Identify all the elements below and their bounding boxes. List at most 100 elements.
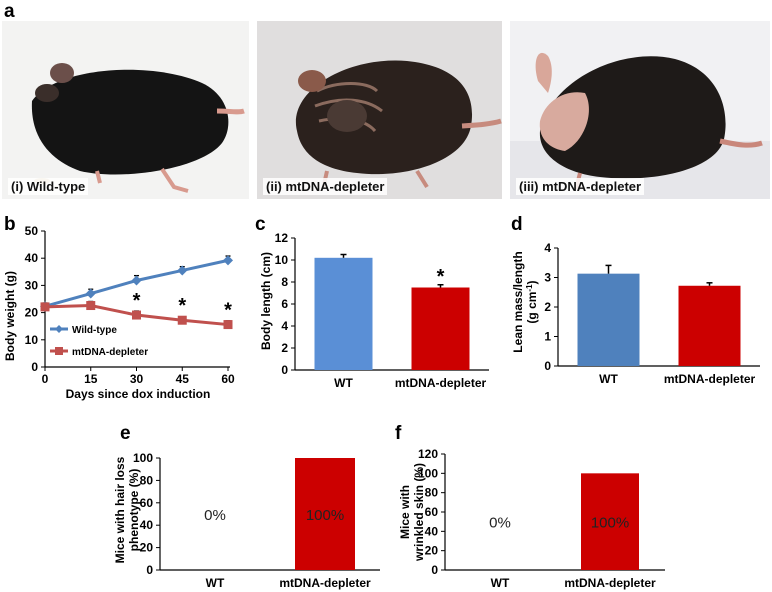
y-tick-label: 120 <box>418 447 438 461</box>
y-axis-label-line1: Lean mass/length <box>511 251 525 352</box>
photo-label: (iii) mtDNA-depleter <box>516 178 645 195</box>
chart-f-svg: Mice with wrinkled skin (%) 0 20 40 60 80 100… <box>398 447 665 590</box>
bar-wt <box>314 257 373 370</box>
x-category-label: WT <box>334 376 353 390</box>
data-point <box>86 301 96 311</box>
panel-letter-f: f <box>395 423 402 444</box>
photo-label: (ii) mtDNA-depleter <box>263 178 388 195</box>
y-tick-label: 40 <box>25 251 39 265</box>
x-tick-label: 15 <box>84 372 98 386</box>
chart-d-svg: Lean mass/length (g cm-1) 0 1 2 3 4 WT mtDNA-d… <box>511 241 760 386</box>
x-category-label: WT <box>599 372 618 386</box>
y-axis-label-line2: phenotype (%) <box>127 469 141 552</box>
data-point <box>223 320 233 330</box>
y-tick-label: 30 <box>25 278 39 292</box>
y-tick-label: 20 <box>425 544 439 558</box>
data-label: 100% <box>591 515 629 532</box>
photo-hair-loss-mouse: (iii) mtDNA-depleter <box>510 21 770 199</box>
y-axis-label-line2: (g cm-1) <box>525 280 539 323</box>
y-tick-label: 1 <box>544 330 551 344</box>
data-point <box>132 310 141 320</box>
panel-letter-c: c <box>255 214 266 235</box>
legend-label-mtdna-depleter: mtDNA-depleter <box>72 347 148 358</box>
y-tick-label: 0 <box>281 363 288 377</box>
y-tick-label: 10 <box>275 253 289 267</box>
y-tick-label: 60 <box>425 505 439 519</box>
x-category-label: mtDNA-depleter <box>564 576 656 590</box>
data-label: 0% <box>204 507 226 524</box>
bar-mtdna-depleter <box>411 287 470 370</box>
y-tick-label: 40 <box>425 524 439 538</box>
significance-star: * <box>178 295 186 317</box>
x-category-label: WT <box>491 576 510 590</box>
legend-label-wild-type: Wild-type <box>72 325 117 336</box>
panel-letter-e: e <box>120 423 131 444</box>
chart-b-body-weight: Body weight (g) Days since dox induction… <box>0 222 250 412</box>
x-axis-label: Days since dox induction <box>66 387 211 401</box>
chart-c-svg: Body length (cm) 0 2 4 6 8 10 12 WT mtDNA-deplet… <box>259 231 489 390</box>
y-tick-label: 10 <box>25 333 39 347</box>
photo-label: (i) Wild-type <box>8 178 89 195</box>
chart-c-body-length: Body length (cm) 0 2 4 6 8 10 12 WT mtDNA-deplet… <box>257 226 507 396</box>
y-axis-label-line1: Mice with hair loss <box>113 456 127 563</box>
data-point <box>40 302 50 312</box>
y-tick-label: 0 <box>544 359 551 373</box>
y-tick-label: 4 <box>281 319 288 333</box>
y-axis-label-line1: Mice with <box>398 485 412 539</box>
data-point <box>177 265 188 276</box>
y-tick-label: 3 <box>544 271 551 285</box>
panel-letter-a: a <box>4 1 15 22</box>
y-tick-label: 100 <box>418 466 438 480</box>
legend-marker <box>55 325 63 333</box>
x-category-label: mtDNA-depleter <box>279 576 371 590</box>
y-tick-label: 0 <box>431 563 438 577</box>
data-point <box>223 255 233 266</box>
chart-f-wrinkled-skin: Mice with wrinkled skin (%) 0 20 40 60 80 100… <box>395 440 675 590</box>
y-tick-label: 80 <box>140 473 154 487</box>
x-category-label: WT <box>206 576 225 590</box>
y-tick-label: 20 <box>140 541 154 555</box>
y-tick-label: 50 <box>25 224 39 238</box>
significance-star: * <box>224 300 232 322</box>
x-tick-label: 0 <box>42 372 49 386</box>
y-tick-label: 2 <box>281 341 288 355</box>
y-tick-label: 0 <box>146 563 153 577</box>
x-tick-label: 60 <box>221 372 235 386</box>
y-tick-label: 80 <box>425 486 439 500</box>
y-tick-label: 0 <box>31 360 38 374</box>
y-tick-label: 8 <box>281 275 288 289</box>
bar-wt <box>577 273 640 366</box>
y-axis-label: Body weight (g) <box>3 271 17 361</box>
y-tick-label: 60 <box>140 496 154 510</box>
x-tick-label: 45 <box>176 372 190 386</box>
chart-e-svg: Mice with hair loss phenotype (%) 0 20 40 6… <box>113 451 380 590</box>
y-axis-label-line2: wrinkled skin (%) <box>412 463 426 562</box>
bar-mtdna-depleter <box>581 473 639 570</box>
chart-b-svg: Body weight (g) Days since dox induction… <box>3 224 235 401</box>
legend-marker <box>55 347 63 355</box>
y-tick-label: 4 <box>544 241 551 255</box>
y-axis-label: Body length (cm) <box>259 252 273 350</box>
panel-letter-b: b <box>4 214 16 235</box>
data-point <box>85 288 96 299</box>
photo-wrinkled-mouse: (ii) mtDNA-depleter <box>257 21 502 199</box>
data-label: 0% <box>489 515 511 532</box>
y-tick-label: 100 <box>133 451 153 465</box>
data-point <box>131 275 142 286</box>
panel-letter-d: d <box>511 214 523 235</box>
bar-mtdna-depleter <box>295 458 355 570</box>
data-label: 100% <box>306 507 344 524</box>
y-tick-label: 12 <box>275 231 289 245</box>
y-tick-label: 2 <box>544 300 551 314</box>
bar-mtdna-depleter <box>678 285 741 366</box>
chart-d-lean-mass: Lean mass/length (g cm-1) 0 1 2 3 4 WT mtDNA-d… <box>510 236 772 396</box>
significance-star: * <box>437 266 445 288</box>
x-category-label: mtDNA-depleter <box>664 372 756 386</box>
y-tick-label: 20 <box>25 306 39 320</box>
data-point <box>177 315 187 325</box>
significance-star: * <box>133 290 141 312</box>
photo-wild-type-mouse: (i) Wild-type <box>2 21 249 199</box>
y-tick-label: 40 <box>140 518 154 532</box>
x-tick-label: 30 <box>130 372 144 386</box>
y-tick-label: 6 <box>281 297 288 311</box>
